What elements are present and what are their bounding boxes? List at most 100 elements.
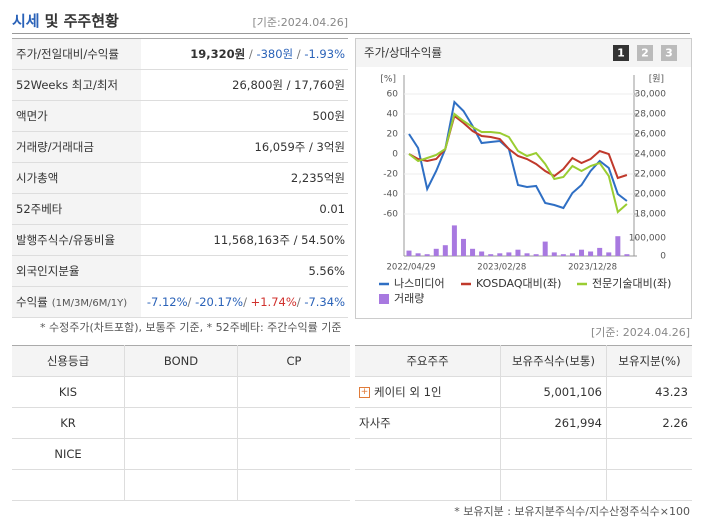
divider [12,33,690,34]
cell [355,438,501,470]
table-row: KIS [12,376,350,408]
table-row [355,438,692,470]
value-part: -7.12% [146,295,188,309]
summary-row: 외국인지분율 5.56% [12,255,348,287]
volume-bar [470,248,476,256]
table-row: 자사주 261,994 2.26 [355,407,692,439]
summary-row: 주가/전일대비/수익률 19,320원 / -380원 / -1.93% [12,38,348,70]
label-text: 52Weeks 최고/최저 [16,78,118,92]
cell: 261,994 [500,407,607,439]
y2-tick-label: 26,000 [635,130,667,140]
header-cell: 보유주식수(보통) [500,345,607,377]
tab-button[interactable] [637,45,653,61]
x-tick-label: 2022/04/29 [387,263,436,273]
row-label: 52Weeks 최고/최저 [12,69,141,101]
y-tick-label: 40 [387,110,399,120]
y3-tick-label: 0 [660,252,666,262]
row-label: 액면가 [12,100,141,132]
label-sub: (1M/3M/6M/1Y) [51,298,128,309]
value-text: 2,235억원 [290,171,345,185]
y-tick-label: 60 [387,90,399,100]
cell [237,407,350,439]
volume-bar [433,248,439,256]
volume-bar [488,254,494,256]
tab-label[interactable]: 3 [665,47,673,60]
label-text: 52주베타 [16,202,63,216]
y-tick-label: -40 [383,190,398,200]
summary-row: 발행주식수/유동비율 11,568,163주 / 54.50% [12,224,348,256]
legend-label: 나스미디어 [394,277,445,290]
header-row: 신용등급 BOND CP [12,345,350,377]
value-part: / [293,47,305,61]
chart-panel: 주가/상대수익률 1 2 3 [%] [원] 60 40 20 0 -20 -40 -60 30,000 2… [355,38,692,319]
volume-bar [615,236,621,256]
row-value: 2,235억원 [141,162,348,194]
cell-text: 261,994 [554,416,602,430]
tab-label[interactable]: 2 [641,47,649,60]
y3-tick-label: 100,000 [629,234,666,244]
cell-text: 2.26 [662,416,688,430]
tab-button[interactable] [661,45,677,61]
cell [355,469,501,501]
volume-bar [460,238,466,256]
series-line [408,114,628,180]
header-cell: BOND [124,345,238,377]
volume-bar [588,251,594,256]
table-row: NICE [12,438,350,470]
x-tick-label: 2023/12/28 [568,263,617,273]
volume-bar [533,254,539,256]
y-tick-label: -60 [383,210,398,220]
volume-bar [406,250,412,256]
value-part: / [187,295,196,309]
volume-bar [451,225,457,256]
cell [124,469,238,501]
summary-row: 시가총액 2,235억원 [12,162,348,194]
row-label: 외국인지분율 [12,255,141,287]
header-cell: 주요주주 [355,345,501,377]
cell [124,438,238,470]
label-text: 거래량/거래대금 [16,140,94,154]
label-text: 액면가 [16,109,48,123]
y2-tick-label: 20,000 [635,190,667,200]
row-value: 26,800원 / 17,760원 [141,69,348,101]
row-value: -7.12%/ -20.17%/ +1.74%/ -7.34% [141,286,348,318]
volume-bar [479,251,485,256]
y2-tick-label: 28,000 [635,110,667,120]
label-text: 발행주식수/유동비율 [16,233,116,247]
row-value: 19,320원 / -380원 / -1.93% [141,38,348,70]
tab-button[interactable] [613,45,629,61]
value-part: -380원 [256,47,294,61]
panel-title: 주가/상대수익률 [364,46,442,60]
row-label: 발행주식수/유동비율 [12,224,141,256]
tab-label[interactable]: 1 [617,47,625,60]
cell-text: NICE [54,447,82,461]
volume-bar [497,253,503,256]
cell [237,438,350,470]
volume-bar [506,252,512,256]
cell: 자사주 [355,407,501,439]
label-text: 수익률 [16,295,48,309]
cell-text: 5,001,106 [543,385,602,399]
y2-tick-label: 24,000 [635,150,667,160]
value-part: 19,320원 [190,47,246,61]
value-part: / [296,295,305,309]
legend-swatch [379,294,389,304]
table-row [355,469,692,501]
title-highlight: 시세 [12,12,40,30]
label-text: 외국인지분율 [16,264,80,278]
summary-row: 액면가 500원 [12,100,348,132]
y-tick-label: -20 [383,170,398,180]
volume-bar [515,249,521,256]
row-value: 500원 [141,100,348,132]
row-label: 거래량/거래대금 [12,131,141,163]
summary-row: 52Weeks 최고/최저 26,800원 / 17,760원 [12,69,348,101]
header-cell: 신용등급 [12,345,125,377]
volume-bar [624,254,630,256]
date: [기준:2024.04.26] [252,16,348,29]
volume-bar [551,252,557,256]
row-label: 시가총액 [12,162,141,194]
value-part: -20.17% [195,295,244,309]
volume-bar [569,253,575,256]
volume-bar [542,241,548,256]
